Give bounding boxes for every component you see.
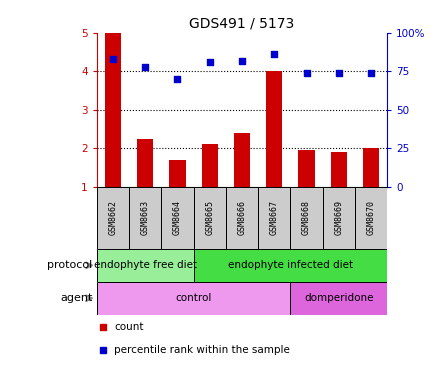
- Bar: [161, 187, 194, 249]
- Bar: [194, 249, 387, 282]
- Point: [110, 56, 117, 62]
- Bar: [97, 282, 290, 315]
- Bar: [169, 160, 186, 187]
- Bar: [258, 187, 290, 249]
- Title: GDS491 / 5173: GDS491 / 5173: [189, 16, 295, 30]
- Text: GSM8667: GSM8667: [270, 200, 279, 235]
- Point: [206, 59, 213, 65]
- Bar: [97, 249, 194, 282]
- Bar: [105, 33, 121, 187]
- Text: control: control: [176, 293, 212, 303]
- Bar: [290, 187, 323, 249]
- Bar: [363, 148, 379, 187]
- Bar: [129, 187, 161, 249]
- Bar: [355, 187, 387, 249]
- Bar: [202, 144, 218, 187]
- Bar: [194, 187, 226, 249]
- Point: [303, 70, 310, 76]
- Text: GSM8664: GSM8664: [173, 200, 182, 235]
- Point: [174, 76, 181, 82]
- Point: [367, 70, 374, 76]
- Bar: [137, 139, 153, 187]
- Point: [238, 58, 246, 64]
- Text: domperidone: domperidone: [304, 293, 374, 303]
- Bar: [266, 71, 282, 187]
- Bar: [323, 187, 355, 249]
- Bar: [290, 282, 387, 315]
- Bar: [331, 152, 347, 187]
- Text: GSM8665: GSM8665: [205, 200, 214, 235]
- Text: count: count: [114, 322, 144, 332]
- Bar: [226, 187, 258, 249]
- Point: [142, 64, 149, 70]
- Text: GSM8663: GSM8663: [141, 200, 150, 235]
- Point: [271, 52, 278, 57]
- Text: GSM8668: GSM8668: [302, 200, 311, 235]
- Text: GSM8669: GSM8669: [334, 200, 343, 235]
- Text: percentile rank within the sample: percentile rank within the sample: [114, 346, 290, 355]
- Text: GSM8662: GSM8662: [108, 200, 117, 235]
- Bar: [234, 133, 250, 187]
- Text: endophyte free diet: endophyte free diet: [94, 260, 197, 270]
- Text: agent: agent: [60, 293, 92, 303]
- Bar: [97, 187, 129, 249]
- Text: protocol: protocol: [47, 260, 92, 270]
- Text: GSM8670: GSM8670: [367, 200, 376, 235]
- Text: endophyte infected diet: endophyte infected diet: [228, 260, 353, 270]
- Bar: [298, 150, 315, 187]
- Text: GSM8666: GSM8666: [238, 200, 246, 235]
- Point: [335, 70, 342, 76]
